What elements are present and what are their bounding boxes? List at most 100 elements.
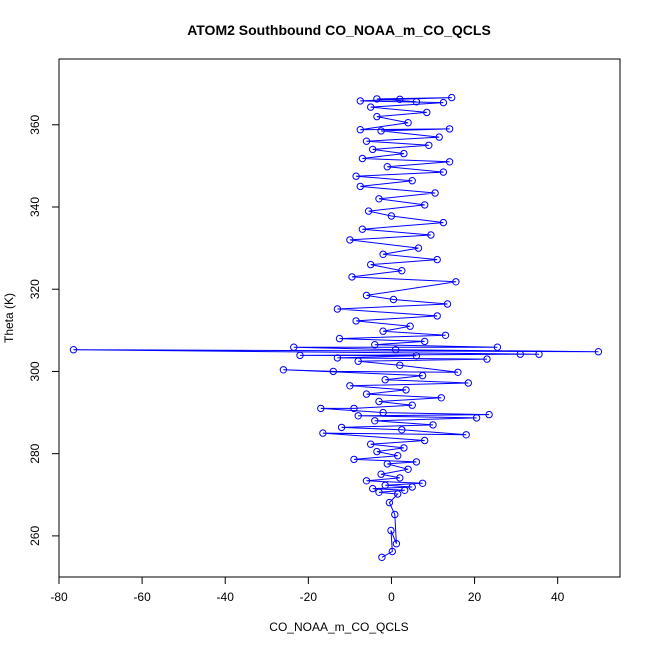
data-point	[367, 103, 375, 111]
data-point	[439, 168, 448, 176]
data-point	[452, 278, 460, 286]
data-point	[362, 291, 371, 300]
data-point	[418, 371, 427, 380]
y-tick-label: 260	[28, 526, 42, 546]
data-point	[379, 408, 387, 417]
data-point	[352, 317, 360, 325]
data-point	[404, 465, 412, 473]
data-point	[423, 108, 431, 117]
data-point	[421, 436, 429, 445]
data-point	[412, 458, 421, 466]
data-point	[369, 145, 377, 154]
data-point	[439, 218, 448, 227]
data-point	[445, 158, 454, 166]
data-point	[448, 93, 456, 102]
data-point	[358, 154, 367, 163]
data-point	[387, 526, 395, 535]
data-point	[437, 394, 445, 402]
data-point	[371, 417, 379, 425]
data-point	[362, 137, 371, 145]
data-point	[378, 553, 386, 561]
data-point	[402, 386, 410, 394]
plot-frame	[58, 58, 621, 578]
x-tick-label: 0	[388, 590, 395, 604]
data-point	[373, 447, 381, 456]
data-point	[394, 490, 402, 498]
data-point	[352, 172, 360, 180]
data-point	[381, 481, 389, 489]
data-point	[391, 510, 399, 519]
data-point	[404, 119, 412, 127]
data-point	[425, 141, 433, 150]
data-point	[493, 343, 502, 351]
data-point	[279, 366, 288, 374]
data-point	[462, 431, 470, 439]
data-point	[412, 352, 421, 360]
data-point	[418, 479, 427, 487]
data-point	[348, 273, 356, 281]
data-point	[431, 189, 439, 197]
data-point	[362, 477, 371, 485]
data-point	[421, 337, 429, 346]
data-point	[383, 163, 391, 171]
data-point	[350, 455, 358, 464]
data-point	[373, 95, 381, 103]
data-point	[516, 350, 524, 358]
data-point	[364, 207, 373, 215]
data-point	[333, 305, 342, 313]
data-point	[396, 95, 404, 104]
data-point	[408, 401, 416, 409]
data-point	[392, 540, 401, 548]
data-point	[358, 225, 367, 233]
data-point	[356, 126, 364, 134]
data-point	[427, 231, 435, 239]
data-point	[445, 125, 454, 133]
data-point	[354, 357, 362, 365]
data-point	[69, 346, 78, 354]
y-tick-label: 360	[28, 114, 42, 134]
data-point	[329, 367, 337, 376]
data-point	[369, 484, 377, 493]
y-tick-label: 320	[28, 279, 42, 299]
data-point	[485, 410, 493, 419]
data-point	[356, 97, 364, 105]
x-axis: -80 -60 -40 -20 0 20 40	[50, 576, 565, 604]
data-point	[377, 470, 385, 478]
x-tick-label: -60	[133, 590, 151, 604]
y-axis: 260 280 300 320 340 360	[28, 114, 60, 546]
data-series	[69, 93, 603, 561]
data-point	[406, 322, 414, 330]
data-point	[400, 444, 408, 452]
data-point	[472, 414, 481, 422]
x-tick-label: 40	[551, 590, 565, 604]
data-point	[535, 350, 543, 358]
data-point	[429, 421, 437, 429]
data-point	[379, 327, 387, 335]
data-point	[421, 201, 429, 209]
data-point	[319, 429, 327, 437]
data-point	[389, 295, 398, 304]
data-point	[367, 260, 375, 269]
data-point	[391, 346, 400, 354]
data-point	[337, 423, 346, 432]
y-tick-label: 280	[28, 443, 42, 463]
data-point	[400, 149, 408, 158]
data-point	[373, 112, 381, 121]
data-point	[375, 488, 383, 496]
data-point	[296, 351, 304, 360]
x-tick-label: -80	[50, 590, 68, 604]
data-point	[435, 133, 443, 141]
data-point	[385, 498, 394, 507]
data-point	[346, 236, 354, 244]
data-point	[333, 354, 342, 362]
y-tick-label: 300	[28, 361, 42, 381]
data-point	[401, 486, 409, 494]
data-point	[350, 404, 358, 413]
series-line	[73, 97, 599, 558]
data-point	[412, 98, 421, 106]
data-point	[354, 412, 362, 420]
data-point	[594, 348, 603, 356]
data-point	[454, 368, 462, 376]
data-point	[483, 355, 491, 363]
